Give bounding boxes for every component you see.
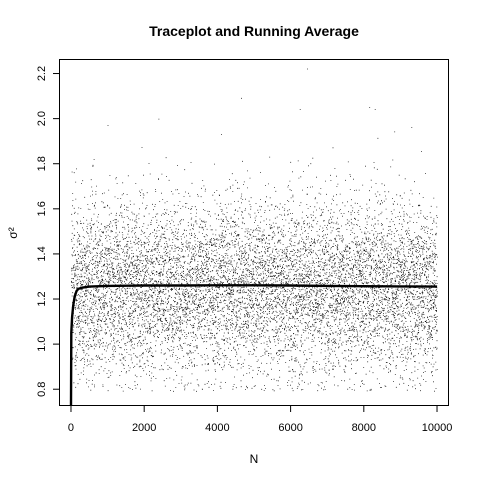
x-axis: 0 2000 4000 6000 8000 10000 xyxy=(68,405,452,434)
y-tick-label: 2.2 xyxy=(36,66,48,81)
y-tick-label: 2.0 xyxy=(36,111,48,126)
x-tick-label: 10000 xyxy=(422,422,453,434)
y-tick-label: 1.2 xyxy=(36,291,48,306)
running-average-line xyxy=(69,284,438,406)
y-tick-label: 1.0 xyxy=(36,336,48,351)
y-axis: 0.8 1.0 1.2 1.4 1.6 1.8 2.0 2.2 xyxy=(36,66,60,397)
x-tick-label: 0 xyxy=(68,422,74,434)
trace-point-marks xyxy=(71,68,438,392)
trace-points xyxy=(71,68,438,392)
y-tick-label: 1.4 xyxy=(36,246,48,261)
x-tick-label: 8000 xyxy=(352,422,376,434)
y-tick-label: 1.6 xyxy=(36,201,48,216)
x-tick-label: 2000 xyxy=(132,422,156,434)
chart-title: Traceplot and Running Average xyxy=(149,23,359,39)
y-axis-label: σ² xyxy=(6,227,20,238)
y-tick-label: 1.8 xyxy=(36,156,48,171)
plot-frame xyxy=(59,59,449,406)
x-tick-label: 4000 xyxy=(205,422,229,434)
y-tick-label: 0.8 xyxy=(36,382,48,397)
x-tick-label: 6000 xyxy=(278,422,302,434)
x-axis-label: N xyxy=(250,452,259,466)
